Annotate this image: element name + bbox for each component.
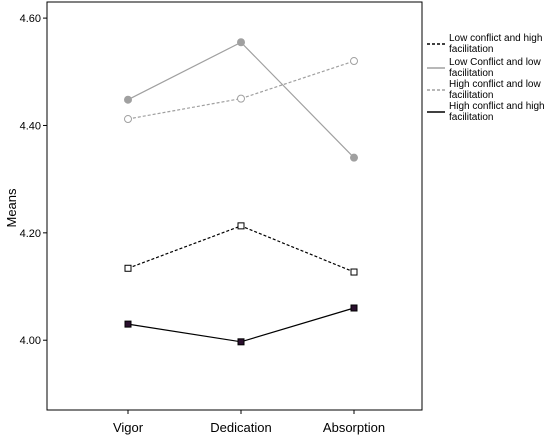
series-2 xyxy=(124,57,358,124)
legend-label: facilitation xyxy=(449,44,493,55)
series-1-marker xyxy=(350,153,358,162)
series-layer xyxy=(124,38,358,346)
series-3 xyxy=(124,304,358,346)
series-0-marker xyxy=(237,222,245,230)
series-3-marker xyxy=(124,320,132,328)
plot-frame xyxy=(46,1,423,411)
legend-label: High conflict and high xyxy=(449,101,545,112)
legend-label: High conflict and low xyxy=(449,79,541,90)
series-2-marker xyxy=(350,57,358,66)
y-tick-label: 4.20 xyxy=(20,228,41,240)
x-tick-label: Vigor xyxy=(113,420,144,435)
series-1-marker xyxy=(237,38,245,47)
legend-label: Low conflict and high xyxy=(449,33,542,44)
y-tick-label: 4.40 xyxy=(20,120,41,132)
y-tick-label: 4.60 xyxy=(20,13,41,25)
series-3-marker xyxy=(237,338,245,346)
series-2-marker xyxy=(124,115,132,124)
series-3-marker xyxy=(350,304,358,312)
x-tick-label: Absorption xyxy=(323,420,385,435)
y-axis: 4.00 4.20 4.40 4.60 xyxy=(20,13,47,347)
y-tick-label: 4.00 xyxy=(20,335,41,347)
series-0-marker xyxy=(350,268,358,276)
series-0 xyxy=(124,222,358,276)
x-tick-label: Dedication xyxy=(210,420,271,435)
y-axis-title: Means xyxy=(4,188,19,228)
legend-label: facilitation xyxy=(449,112,493,123)
series-2-line xyxy=(127,60,355,120)
series-1 xyxy=(124,38,358,162)
legend-label: Low Conflict and low xyxy=(449,57,541,68)
series-2-marker xyxy=(237,94,245,103)
legend-label: facilitation xyxy=(449,68,493,79)
legend-label: facilitation xyxy=(449,90,493,101)
series-0-line xyxy=(127,225,355,273)
series-0-marker xyxy=(124,264,132,272)
series-3-line xyxy=(127,307,355,343)
x-axis: Vigor Dedication Absorption xyxy=(113,410,385,435)
series-1-marker xyxy=(124,95,132,104)
